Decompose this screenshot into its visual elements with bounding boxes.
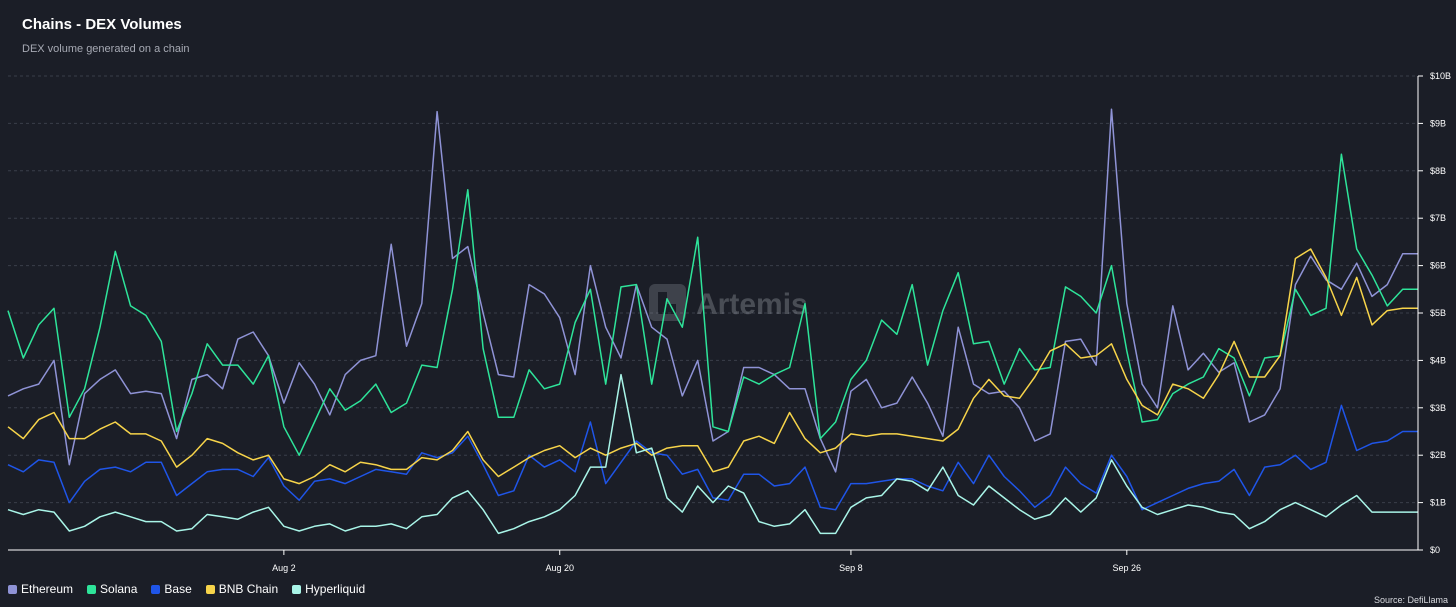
axes: $0 $1B $2B $3B $4B $5B $6B $7B $8B $9B $10B Aug 2 Au… bbox=[8, 71, 1451, 573]
y-tick-label: $0 bbox=[1430, 545, 1440, 555]
y-tick-label: $3B bbox=[1430, 403, 1446, 413]
x-tick-label: Sep 26 bbox=[1113, 563, 1142, 573]
y-tick-label: $4B bbox=[1430, 355, 1446, 365]
legend-label: Base bbox=[164, 582, 192, 596]
legend-item-bnb-chain[interactable]: BNB Chain bbox=[205, 582, 279, 596]
y-tick-label: $8B bbox=[1430, 166, 1446, 176]
legend-item-base[interactable]: Base bbox=[151, 582, 192, 596]
watermark-text: Artemis bbox=[696, 288, 808, 321]
series-lines bbox=[7, 108, 1418, 535]
legend-item-ethereum[interactable]: Ethereum bbox=[8, 582, 73, 596]
legend-item-solana[interactable]: Solana bbox=[87, 582, 137, 596]
legend-item-hyperliquid[interactable]: Hyperliquid bbox=[292, 582, 365, 596]
x-tick-label: Aug 2 bbox=[272, 563, 296, 573]
artemis-logo-icon bbox=[649, 284, 686, 321]
ethereum-swatch bbox=[8, 584, 17, 594]
y-tick-label: $5B bbox=[1430, 308, 1446, 318]
y-tick-label: $10B bbox=[1430, 71, 1451, 81]
base-swatch bbox=[151, 584, 161, 594]
legend-label: Ethereum bbox=[21, 582, 74, 596]
y-tick-label: $1B bbox=[1430, 498, 1446, 508]
hyperliquid-swatch bbox=[292, 584, 302, 594]
series-line-bnb-chain[interactable] bbox=[7, 248, 1418, 485]
chart-subtitle: DEX volume generated on a chain bbox=[22, 43, 190, 55]
legend-label: Hyperliquid bbox=[305, 582, 366, 596]
series-line-ethereum[interactable] bbox=[7, 108, 1418, 473]
y-tick-label: $6B bbox=[1430, 261, 1446, 271]
y-tick-label: $7B bbox=[1430, 213, 1446, 223]
series-line-base[interactable] bbox=[7, 404, 1418, 511]
legend-label: BNB Chain bbox=[218, 582, 279, 596]
bnb-chain-swatch bbox=[205, 584, 215, 594]
solana-swatch bbox=[87, 584, 97, 594]
artemis-watermark: Artemis bbox=[649, 284, 808, 321]
legend-label: Solana bbox=[100, 582, 138, 596]
y-tick-label: $2B bbox=[1430, 450, 1446, 460]
legend: Ethereum Solana Base BNB Chain Hyperliqu… bbox=[8, 582, 365, 596]
series-line-hyperliquid[interactable] bbox=[7, 373, 1418, 535]
x-tick-label: Aug 20 bbox=[545, 563, 574, 573]
source-note: Source: DefiLlama bbox=[1373, 595, 1448, 605]
x-tick-label: Sep 8 bbox=[839, 563, 863, 573]
y-tick-label: $9B bbox=[1430, 118, 1446, 128]
chart-title: Chains - DEX Volumes bbox=[22, 16, 182, 33]
